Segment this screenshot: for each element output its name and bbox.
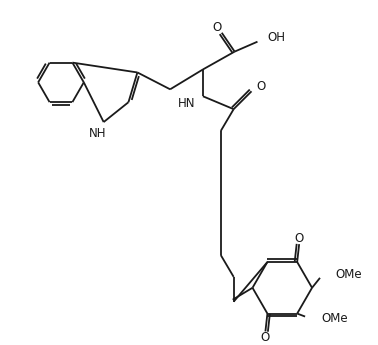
Text: O: O	[257, 80, 266, 93]
Text: HN: HN	[177, 97, 195, 110]
Text: NH: NH	[89, 127, 107, 140]
Text: O: O	[261, 331, 270, 344]
Text: OH: OH	[267, 31, 285, 44]
Text: OMe: OMe	[321, 312, 348, 325]
Text: OMe: OMe	[336, 268, 363, 282]
Text: O: O	[212, 21, 222, 34]
Text: O: O	[294, 232, 304, 245]
